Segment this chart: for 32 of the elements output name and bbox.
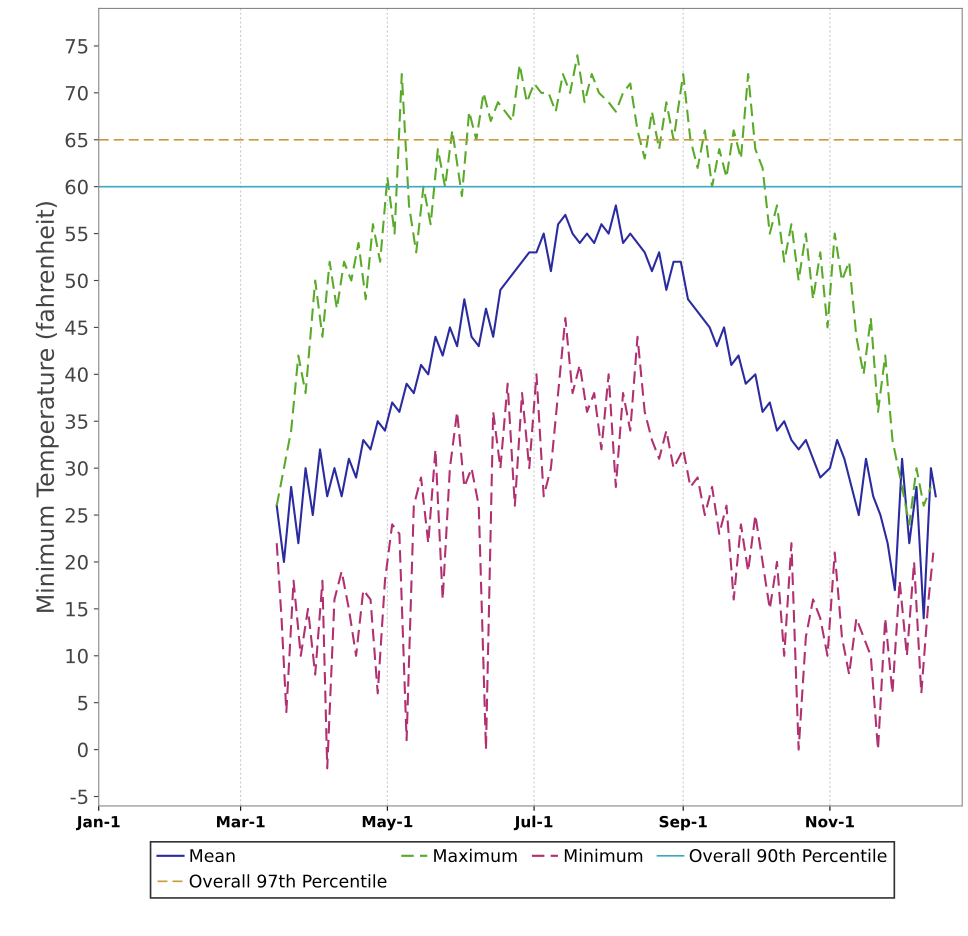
y-axis-title: Minimum Temperature (fahrenheit) <box>36 202 59 612</box>
y-tick-label: 25 <box>66 508 88 523</box>
legend-label: Overall 97th Percentile <box>190 874 386 888</box>
x-tick-label: Sep-1 <box>660 816 707 830</box>
x-tick-label: May-1 <box>362 816 412 830</box>
y-tick-label: 0 <box>78 742 88 758</box>
y-tick-label: -5 <box>70 790 88 804</box>
x-tick-label: Nov-1 <box>806 816 854 828</box>
y-tick-label: 65 <box>66 132 88 148</box>
line-series <box>276 316 934 770</box>
y-tick-label: 60 <box>66 180 88 194</box>
legend-label: Mean <box>190 849 235 862</box>
legend-label: Overall 90th Percentile <box>690 848 886 862</box>
x-tick-label: Jul-1 <box>514 816 552 830</box>
y-tick-label: 55 <box>66 226 88 242</box>
y-tick-label: 35 <box>66 414 88 429</box>
y-tick-label: 45 <box>65 320 88 336</box>
y-tick-label: 20 <box>66 554 88 570</box>
y-tick-label: 70 <box>66 86 88 101</box>
y-tick-label: 75 <box>66 39 88 54</box>
x-tick-label: Jan-1 <box>76 816 120 830</box>
y-tick-label: 10 <box>66 648 88 664</box>
y-tick-label: 50 <box>66 273 88 288</box>
legend-label: Maximum <box>434 848 517 862</box>
y-tick-label: 15 <box>66 602 88 617</box>
line-series <box>276 54 932 526</box>
y-tick-label: 30 <box>66 461 88 476</box>
x-tick-label: Mar-1 <box>217 816 265 828</box>
y-tick-label: 5 <box>78 696 88 710</box>
line-series <box>276 204 937 620</box>
y-tick-label: 40 <box>65 367 88 382</box>
legend-label: Minimum <box>564 848 642 862</box>
